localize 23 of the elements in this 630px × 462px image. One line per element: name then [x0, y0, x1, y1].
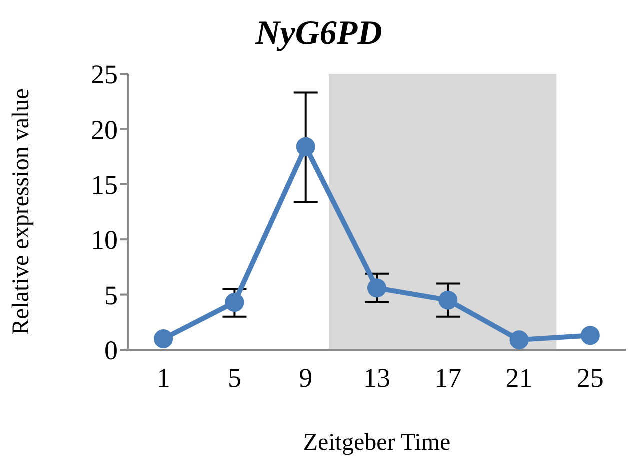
- point: [438, 290, 458, 310]
- point: [580, 326, 600, 346]
- y-axis-title: Relative expression value: [8, 88, 35, 336]
- y-tick-label: 0: [104, 336, 118, 366]
- point: [154, 329, 174, 348]
- point: [510, 330, 529, 350]
- x-tick-label: 25: [576, 363, 604, 394]
- x-tick-label: 17: [434, 363, 462, 394]
- x-tick-label: 21: [506, 363, 533, 394]
- x-tick-label: 13: [364, 363, 390, 394]
- x-tick-label: 9: [299, 363, 313, 394]
- y-tick-label: 20: [91, 114, 118, 145]
- x-axis-title: Zeitgeber Time: [303, 430, 451, 456]
- x-tick-label: 5: [228, 363, 242, 394]
- point: [225, 293, 244, 312]
- x-tick-label: 1: [156, 363, 170, 394]
- y-tick-label: 25: [91, 60, 118, 90]
- y-tick-label: 10: [91, 225, 118, 256]
- chart-title: NyG6PD: [254, 14, 384, 54]
- point: [296, 137, 316, 156]
- y-tick-label: 15: [91, 170, 118, 200]
- y-tick-label: 5: [104, 280, 118, 310]
- point: [368, 278, 386, 298]
